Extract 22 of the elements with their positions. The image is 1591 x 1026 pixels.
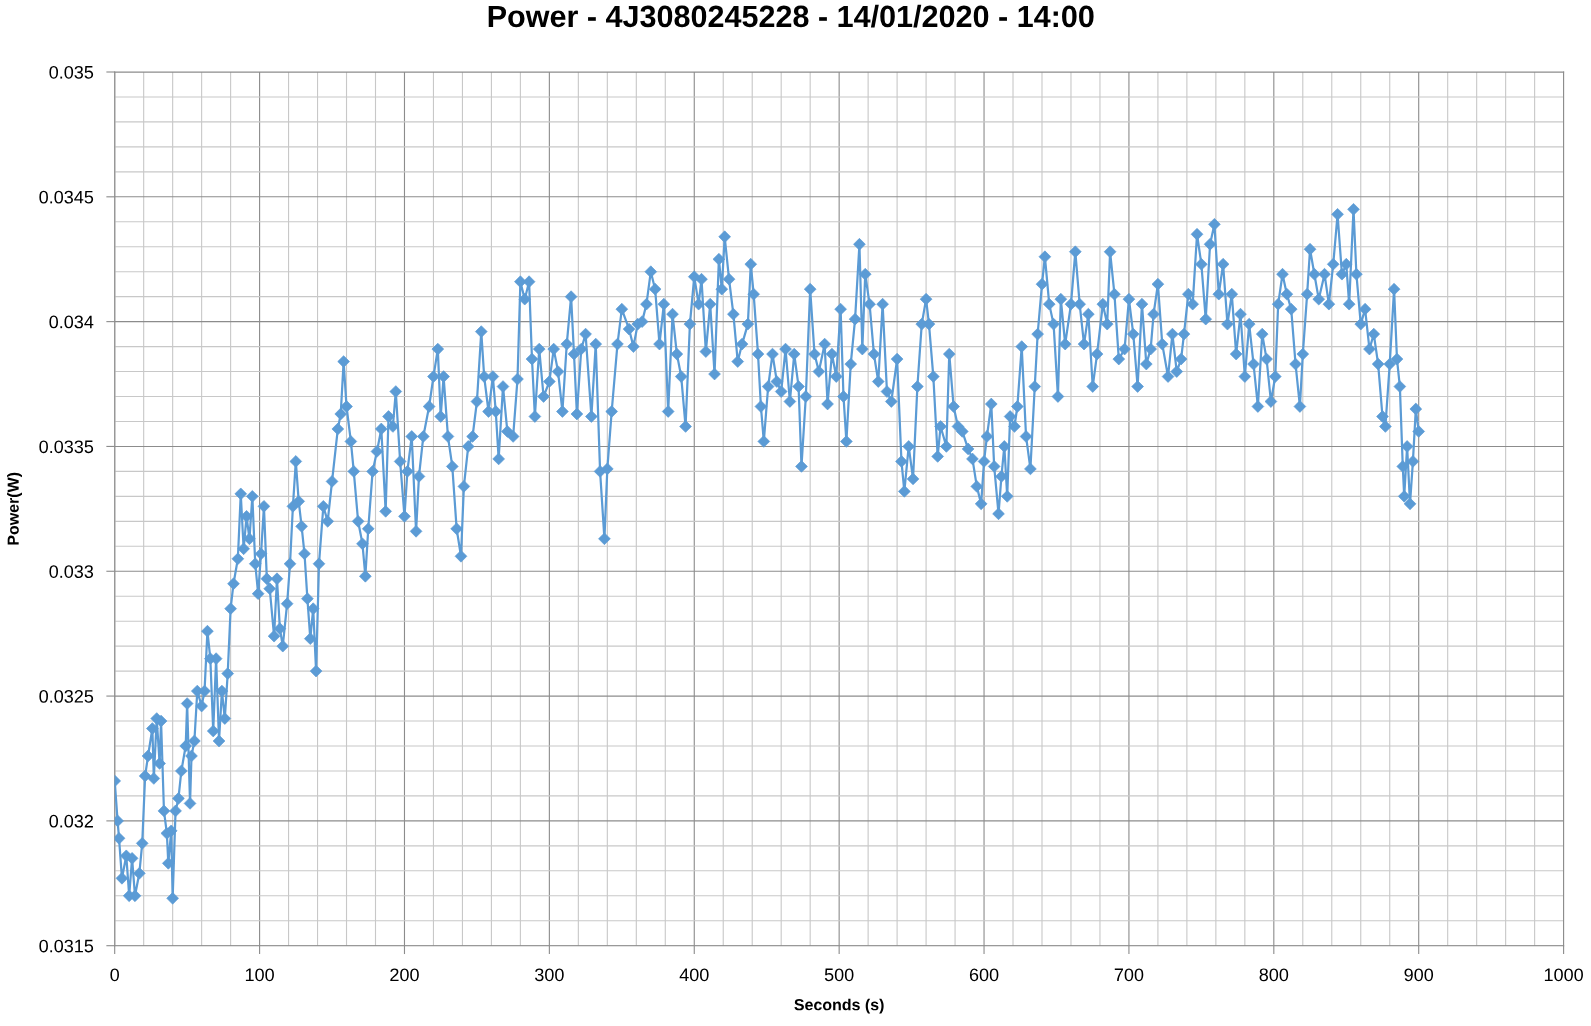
x-tick-label: 0 bbox=[110, 968, 120, 982]
chart-title: Power - 4J3080245228 - 14/01/2020 - 14:00 bbox=[488, 4, 1094, 28]
x-tick-label: 1000 bbox=[1544, 968, 1583, 982]
y-tick-label: 0.0335 bbox=[39, 440, 94, 454]
x-tick-label: 500 bbox=[824, 968, 854, 982]
x-tick-label: 600 bbox=[969, 968, 999, 982]
x-tick-label: 300 bbox=[535, 968, 564, 982]
y-tick-label: 0.034 bbox=[49, 315, 94, 329]
y-tick-label: 0.035 bbox=[49, 65, 94, 79]
y-tick-label: 0.032 bbox=[49, 814, 93, 828]
y-tick-label: 0.0315 bbox=[39, 939, 94, 953]
y-axis-title: Power(W) bbox=[7, 472, 22, 545]
x-tick-label: 800 bbox=[1259, 968, 1289, 982]
x-axis-title: Seconds (s) bbox=[794, 998, 884, 1014]
x-tick-label: 400 bbox=[679, 968, 709, 982]
x-tick-label: 200 bbox=[390, 968, 419, 982]
y-tick-label: 0.033 bbox=[49, 565, 94, 578]
x-tick-label: 900 bbox=[1404, 968, 1434, 982]
y-tick-label: 0.0345 bbox=[39, 190, 94, 204]
y-tick-label: 0.0325 bbox=[39, 690, 94, 703]
x-tick-label: 100 bbox=[245, 968, 274, 982]
x-tick-label: 700 bbox=[1114, 968, 1144, 982]
